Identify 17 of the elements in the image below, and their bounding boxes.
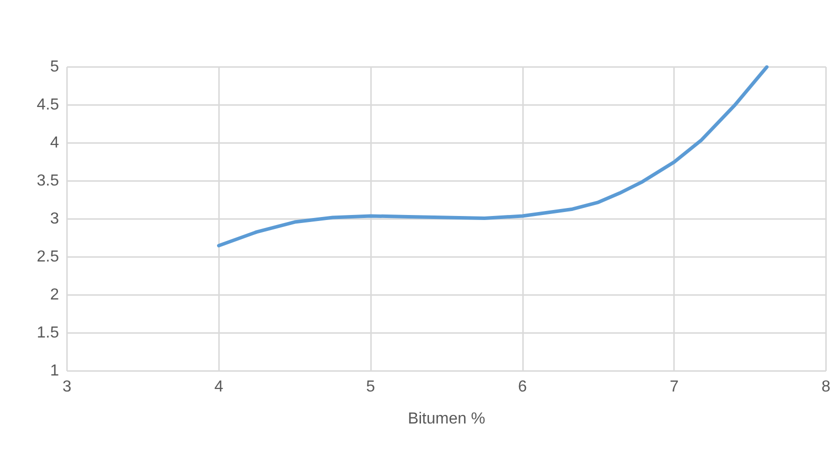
y-tick-label: 5 <box>50 58 60 76</box>
y-tick-label: 3 <box>50 210 60 228</box>
x-tick-label: 5 <box>366 378 376 396</box>
y-tick-label: 1.5 <box>36 324 60 342</box>
y-tick-label: 2.5 <box>36 248 60 266</box>
y-tick-label: 4 <box>50 134 60 152</box>
x-axis-title: Bitumen % <box>408 410 486 428</box>
y-tick-label: 4.5 <box>36 96 60 114</box>
line-series <box>217 65 769 248</box>
y-tick-label: 3.5 <box>36 172 60 190</box>
y-tick-label: 2 <box>50 286 60 304</box>
x-tick-label: 3 <box>62 378 72 396</box>
x-tick-label: 8 <box>822 378 831 396</box>
x-tick-label: 7 <box>670 378 679 396</box>
x-tick-label: 6 <box>518 378 527 396</box>
x-tick-label: 4 <box>214 378 224 396</box>
y-tick-label: 1 <box>50 362 60 380</box>
